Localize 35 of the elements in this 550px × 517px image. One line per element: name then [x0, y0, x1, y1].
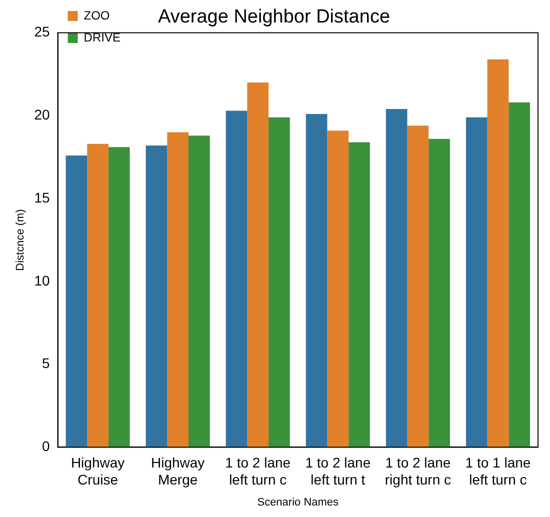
- y-axis-title: Distcnce (m): [14, 209, 27, 271]
- bar: [348, 142, 370, 448]
- bar: [87, 144, 108, 448]
- bar: [146, 146, 168, 448]
- bar: [466, 117, 488, 448]
- y-tick-label: 10: [34, 272, 50, 288]
- x-tick-label: 1 to 2 lane right turn c: [384, 454, 452, 488]
- x-tick-label: 1 to 2 lane left turn c: [225, 454, 291, 488]
- bar: [327, 130, 349, 448]
- x-tick-label: Highway Cruise: [70, 454, 125, 488]
- bar: [108, 147, 130, 448]
- y-tick-label: 20: [34, 106, 50, 123]
- bar: [386, 109, 408, 448]
- x-tick-label: Highway Merge: [150, 454, 205, 488]
- bar: [306, 114, 328, 448]
- y-tick-label: 15: [34, 189, 50, 206]
- bar: [188, 136, 210, 448]
- x-tick-label: 1 to 2 lane left turn t: [305, 454, 371, 488]
- y-tick-label: 5: [42, 355, 50, 372]
- legend-label: DRIVE: [84, 30, 120, 44]
- bar: [508, 102, 530, 448]
- y-tick-label: 0: [42, 438, 50, 454]
- bar: [66, 155, 88, 448]
- bar: [247, 82, 269, 448]
- bar: [268, 117, 290, 448]
- x-axis-title: Scenario Names: [257, 496, 340, 508]
- bar: [167, 132, 188, 448]
- bar: [407, 126, 429, 448]
- legend-label: ZOO: [84, 8, 110, 22]
- y-tick-label: 25: [34, 24, 50, 40]
- x-tick-label: 1 to 1 lane left turn c: [465, 454, 531, 488]
- bar: [428, 138, 450, 448]
- bar: [226, 110, 248, 448]
- bar: [487, 59, 509, 448]
- chart-title: Average Neighbor Distance: [158, 6, 390, 28]
